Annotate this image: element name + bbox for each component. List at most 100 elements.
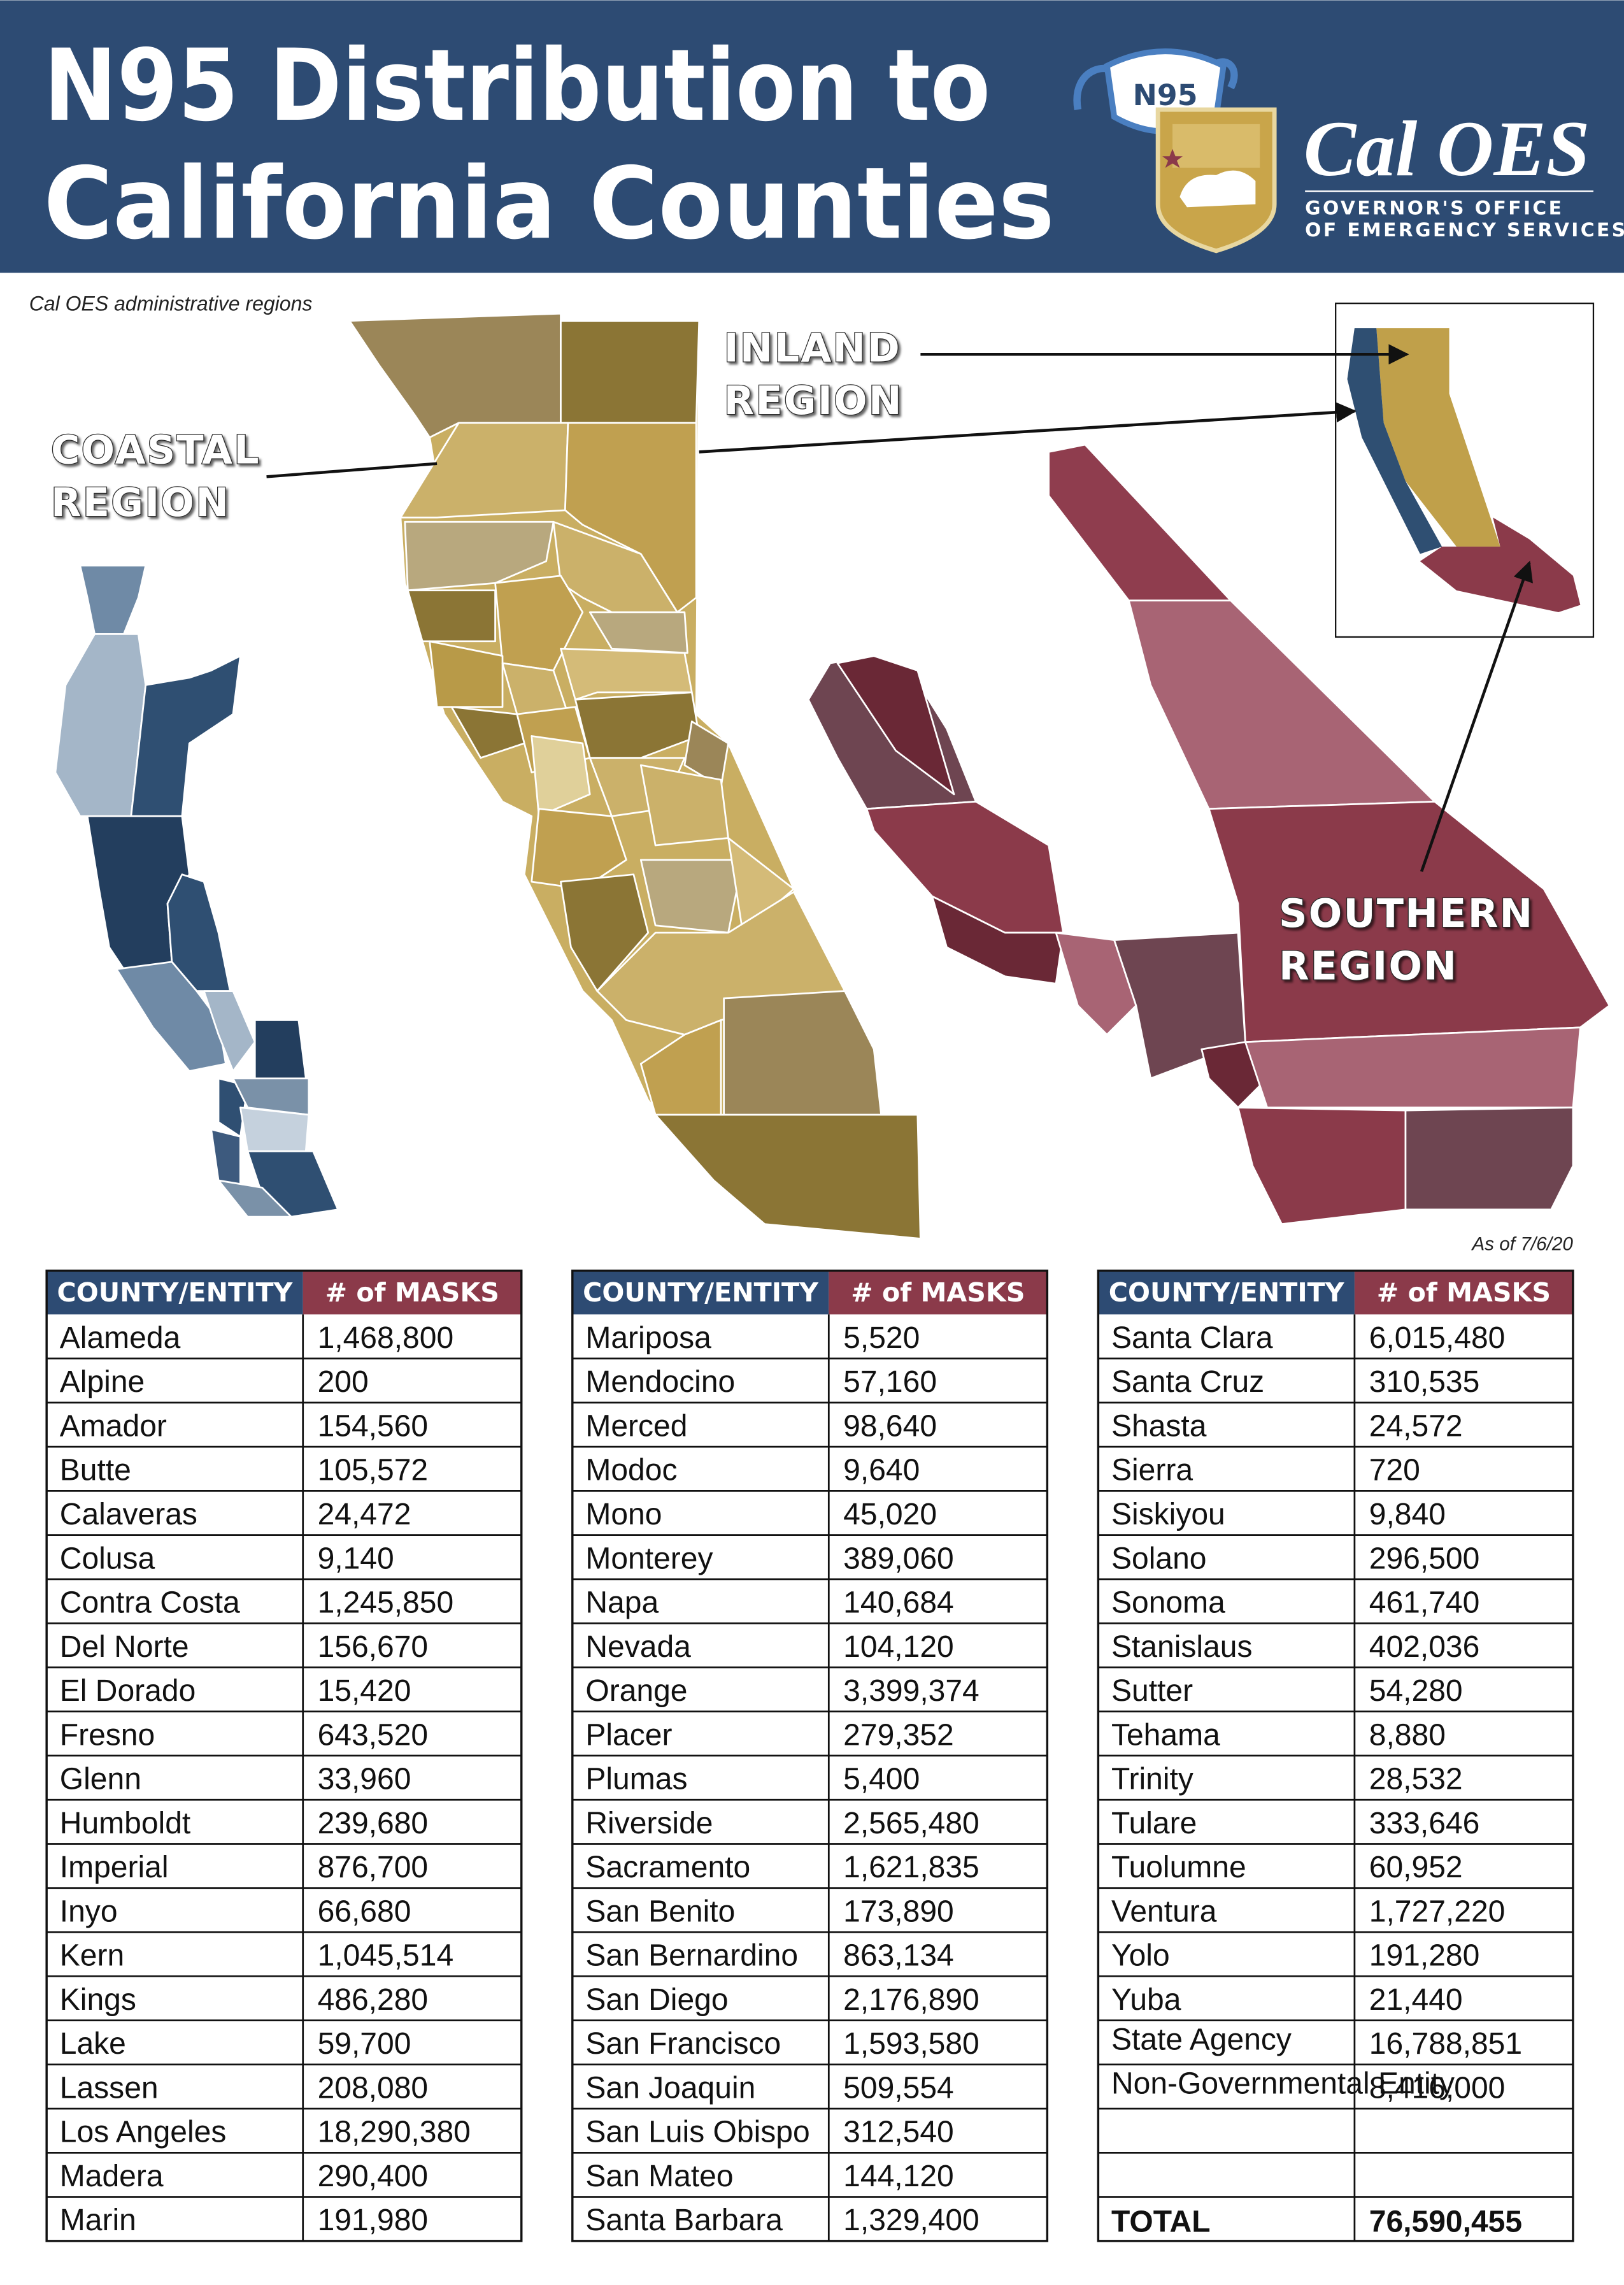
county-name: Marin [60, 2203, 136, 2237]
county-name: Sutter [1111, 1674, 1193, 1708]
mask-count: 8,880 [1369, 1718, 1446, 1752]
county-name: Plumas [585, 1763, 687, 1796]
mask-count: 18,290,380 [318, 2116, 471, 2149]
county-name: Shasta [1111, 1409, 1207, 1443]
mask-count: 461,740 [1369, 1586, 1480, 1620]
logo-subtitle: OF EMERGENCY SERVICES [1305, 219, 1624, 241]
mask-count: 33,960 [318, 1763, 411, 1796]
county-name: Yolo [1111, 1939, 1170, 1973]
mask-count: 60,952 [1369, 1851, 1463, 1884]
county-name: Fresno [60, 1718, 155, 1752]
county-name: San Luis Obispo [585, 2116, 809, 2149]
as-of-date: As of 7/6/20 [1471, 1234, 1573, 1255]
county-name: Inyo [60, 1895, 118, 1928]
mask-count: 720 [1369, 1454, 1420, 1487]
header-cell [1354, 1270, 1573, 1315]
header-cell [572, 1270, 829, 1315]
county-name: Glenn [60, 1763, 141, 1796]
mask-count: 200 [318, 1365, 369, 1399]
county-name: Merced [585, 1409, 687, 1443]
mask-count: 16,788,851 [1369, 2027, 1522, 2061]
region-label: INLAND [724, 326, 901, 371]
shield-icon [1155, 107, 1277, 254]
mask-count: 876,700 [318, 1851, 429, 1884]
column-header: COUNTY/ENTITY [1109, 1277, 1345, 1308]
county-name: Lake [60, 2027, 126, 2061]
mask-count: 6,015,480 [1369, 1321, 1506, 1355]
mask-count: 24,572 [1369, 1409, 1463, 1443]
mask-count: 9,140 [318, 1542, 394, 1575]
header-cell [46, 1270, 303, 1315]
county-name: San Diego [585, 1983, 728, 2017]
total-label: TOTAL [1111, 2205, 1211, 2239]
county-name: Tuolumne [1111, 1851, 1246, 1884]
mask-count: 290,400 [318, 2160, 429, 2193]
county-name: Madera [60, 2160, 164, 2193]
county-name: Yuba [1111, 1983, 1181, 2017]
county-name: Tulare [1111, 1807, 1197, 1840]
mask-count: 1,045,514 [318, 1939, 454, 1973]
county-name: Orange [585, 1674, 687, 1708]
column-header: # of MASKS [1377, 1277, 1551, 1308]
header-cell [303, 1270, 522, 1315]
region-label: REGION [51, 480, 230, 526]
mask-count: 15,420 [318, 1674, 411, 1708]
table: COUNTY/ENTITY # of MASKS Mariposa 5,520 Mend… [571, 1270, 1049, 2242]
county-name: Trinity [1111, 1763, 1193, 1796]
region-label: COASTAL [51, 427, 260, 473]
county-name: Santa Barbara [585, 2203, 783, 2237]
mask-count: 389,060 [843, 1542, 954, 1575]
mask-count: 208,080 [318, 2071, 429, 2105]
inset-map [1335, 303, 1595, 638]
region-label: SOUTHERN [1279, 891, 1534, 936]
mask-count: 21,440 [1369, 1983, 1463, 2017]
county-name: San Mateo [585, 2160, 733, 2193]
mask-count: 1,245,850 [318, 1586, 454, 1620]
title-line: N95 Distribution to [44, 28, 991, 143]
mask-count: 643,520 [318, 1718, 429, 1752]
total-value: 76,590,455 [1369, 2205, 1522, 2239]
mask-count: 3,399,374 [843, 1674, 979, 1708]
region-label: REGION [724, 378, 903, 424]
mask-count: 105,572 [318, 1454, 429, 1487]
mask-count: 154,560 [318, 1409, 429, 1443]
mask-count: 98,640 [843, 1409, 937, 1443]
mask-label: N95 [1133, 78, 1198, 112]
county-name: Mendocino [585, 1365, 735, 1399]
mask-count: 144,120 [843, 2160, 954, 2193]
southern-map [807, 443, 1611, 1225]
mask-count: 333,646 [1369, 1807, 1480, 1840]
header-band [0, 0, 1624, 273]
region-label: REGION [1279, 943, 1458, 989]
mask-count: 239,680 [318, 1807, 429, 1840]
county-name: San Joaquin [585, 2071, 755, 2105]
mask-count: 54,280 [1369, 1674, 1463, 1708]
county-name: San Bernardino [585, 1939, 798, 1973]
county-name: Humboldt [60, 1807, 191, 1840]
mask-count: 173,890 [843, 1895, 954, 1928]
mask-count: 9,640 [843, 1454, 920, 1487]
mask-count: 28,532 [1369, 1763, 1463, 1796]
county-name: Sonoma [1111, 1586, 1225, 1620]
county-name: Lassen [60, 2071, 159, 2105]
county-name: Amador [60, 1409, 167, 1443]
county-name: Tehama [1111, 1718, 1220, 1752]
mask-count: 1,727,220 [1369, 1895, 1506, 1928]
county-name: Los Angeles [60, 2116, 227, 2149]
mask-count: 140,684 [843, 1586, 954, 1620]
county-name: Kern [60, 1939, 124, 1973]
county-name: Imperial [60, 1851, 169, 1884]
county-name: Calaveras [60, 1498, 197, 1531]
mask-count: 191,980 [318, 2203, 429, 2237]
column-header: # of MASKS [325, 1277, 499, 1308]
county-name: Stanislaus [1111, 1630, 1253, 1664]
county-name: Sacramento [585, 1851, 750, 1884]
mask-count: 5,520 [843, 1321, 920, 1355]
table: COUNTY/ENTITY # of MASKS Alameda 1,468,800 A… [45, 1270, 523, 2242]
mask-count: 863,134 [843, 1939, 954, 1973]
county-name: State Agency [1111, 2023, 1292, 2056]
county-name: Santa Cruz [1111, 1365, 1264, 1399]
mask-count: 1,329,400 [843, 2203, 979, 2237]
county-name: Riverside [585, 1807, 713, 1840]
